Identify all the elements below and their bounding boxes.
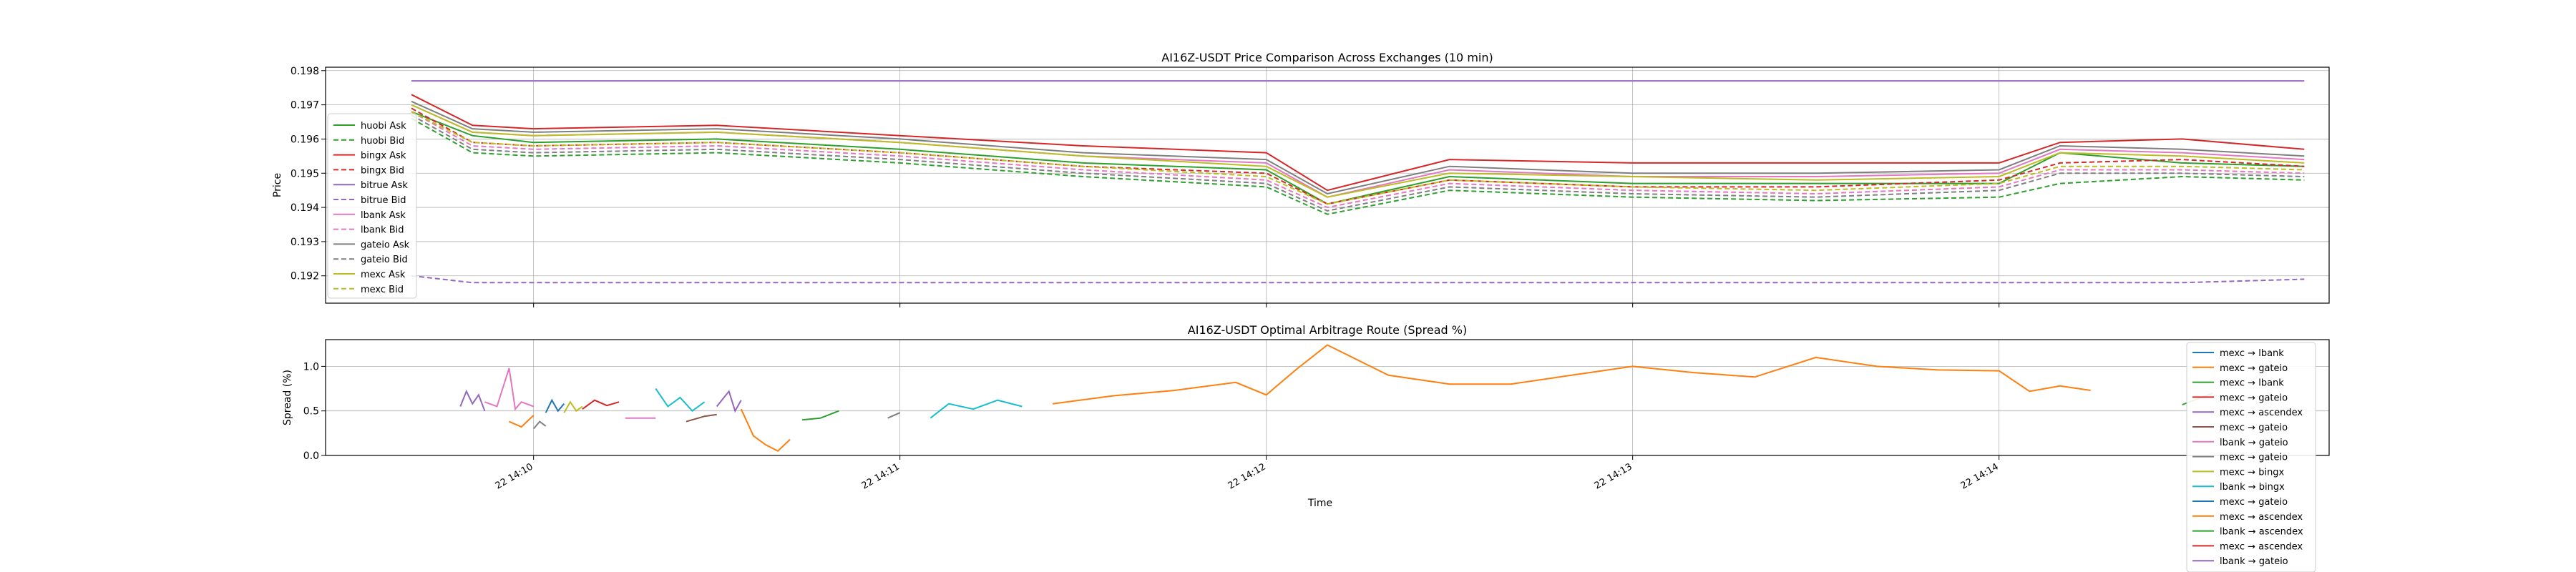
- spread-legend-label: mexc → ascendex: [2220, 541, 2303, 552]
- spread-segment-mexc-gateio: [545, 398, 565, 413]
- spread-legend-label: mexc → gateio: [2220, 423, 2288, 433]
- spread-chart-title: AI16Z-USDT Optimal Arbitrage Route (Spre…: [1188, 323, 1467, 337]
- spread-segment-mexc-gateio: [532, 420, 547, 430]
- spread-x-axis-label: Time: [1307, 498, 1332, 509]
- price-legend-label: lbank Bid: [361, 225, 404, 236]
- spread-segment-lbank-bingx: [930, 399, 1023, 419]
- price-y-tick-label: 0.197: [291, 100, 319, 112]
- price-y-axis: 0.192 0.193 0.194 0.195 0.196 0.197 0.198: [291, 66, 326, 282]
- spread-y-axis: 0.0 0.5 1.0: [303, 361, 326, 462]
- price-x-axis: [533, 303, 2000, 307]
- spread-y-axis-label: Spread (%): [282, 370, 293, 425]
- price-grid: [326, 67, 2329, 303]
- spread-legend-label: mexc → ascendex: [2220, 512, 2303, 523]
- spread-legend-box: [2186, 342, 2316, 572]
- price-y-tick-label: 0.192: [291, 271, 319, 282]
- price-legend-label: gateio Bid: [361, 255, 408, 265]
- price-legend-label: bingx Ask: [361, 151, 406, 162]
- price-legend-label: huobi Bid: [361, 136, 404, 147]
- price-legend-label: lbank Ask: [361, 210, 406, 221]
- spread-legend-label: mexc → bingx: [2220, 467, 2285, 478]
- price-line-bingx-ask: [411, 94, 2305, 192]
- spread-y-tick-label: 0.0: [303, 450, 319, 462]
- price-legend-label: bitrue Ask: [361, 180, 408, 191]
- spread-legend-label: lbank → gateio: [2220, 438, 2288, 448]
- spread-segment-lbank-ascendex: [802, 410, 839, 421]
- spread-legend-label: lbank → bingx: [2220, 482, 2285, 493]
- spread-series-group: [459, 344, 2244, 453]
- price-y-tick-label: 0.195: [291, 168, 319, 179]
- price-line-gateio-ask: [411, 100, 2305, 195]
- price-legend-label: mexc Bid: [361, 285, 404, 295]
- spread-legend-label: mexc → gateio: [2220, 393, 2288, 403]
- price-y-tick-label: 0.194: [291, 202, 319, 214]
- spread-segment-mexc-gateio: [887, 412, 901, 419]
- price-legend-label: huobi Ask: [361, 121, 406, 132]
- spread-legend-label: mexc → gateio: [2220, 497, 2288, 508]
- spread-segment-lbank-gateio: [716, 390, 742, 413]
- price-plot-area: [325, 66, 2330, 304]
- spread-segment-mexc-gateio: [740, 408, 791, 453]
- price-line-gateio-bid: [411, 114, 2305, 212]
- price-legend: huobi Ask huobi Bid bingx Ask bingx Bid bitr…: [327, 113, 417, 299]
- spread-segment-mexc-gateio: [509, 415, 535, 428]
- spread-legend-label: lbank → ascendex: [2220, 527, 2303, 538]
- price-line-mexc-bid: [411, 111, 2305, 205]
- price-line-lbank-bid: [411, 111, 2305, 209]
- spread-legend-label: mexc → gateio: [2220, 453, 2288, 463]
- price-y-tick-label: 0.193: [291, 237, 319, 248]
- spread-plot-area: [325, 339, 2330, 456]
- price-chart: 0.192 0.193 0.194 0.195 0.196 0.197 0.198 AI16…: [272, 51, 2330, 307]
- price-chart-title: AI16Z-USDT Price Comparison Across Excha…: [1161, 51, 1493, 64]
- spread-segment-mexc-gateio: [1052, 344, 2091, 405]
- spread-legend-label: mexc → lbank: [2220, 348, 2284, 359]
- spread-segment-mexc-gateio: [686, 413, 717, 423]
- price-legend-label: bitrue Bid: [361, 195, 406, 206]
- price-line-mexc-ask: [411, 104, 2305, 198]
- spread-legend-label: mexc → ascendex: [2220, 408, 2303, 418]
- price-legend-label: mexc Ask: [361, 270, 406, 280]
- price-line-bitrue-bid: [411, 275, 2305, 284]
- spread-segment-lbank-gateio: [459, 389, 486, 412]
- price-plot-frame: [325, 66, 2330, 304]
- spread-segment-lbank-gateio: [484, 368, 535, 411]
- spread-segment-lbank-bingx: [655, 388, 706, 413]
- spread-plot-frame: [325, 339, 2330, 456]
- price-legend-label: gateio Ask: [361, 240, 410, 250]
- price-y-tick-label: 0.196: [291, 134, 319, 145]
- spread-legend-label: lbank → gateio: [2220, 556, 2288, 567]
- spread-y-tick-label: 1.0: [303, 361, 319, 373]
- spread-legend-label: mexc → lbank: [2220, 378, 2284, 389]
- spread-y-tick-label: 0.5: [303, 406, 319, 418]
- price-legend-box: [327, 113, 417, 299]
- price-line-huobi-bid: [411, 117, 2305, 215]
- spread-legend-label: mexc → gateio: [2220, 363, 2288, 374]
- price-y-tick-label: 0.198: [291, 66, 319, 77]
- price-legend-label: bingx Bid: [361, 165, 404, 176]
- price-y-axis-label: Price: [272, 173, 283, 197]
- spread-legend: mexc → lbank mexc → gateio mexc → lbank mex…: [2186, 342, 2316, 572]
- spread-segment-mexc-gateio: [582, 399, 620, 410]
- spread-segment-mexc-bingx: [563, 400, 583, 413]
- price-series-group: [411, 80, 2305, 284]
